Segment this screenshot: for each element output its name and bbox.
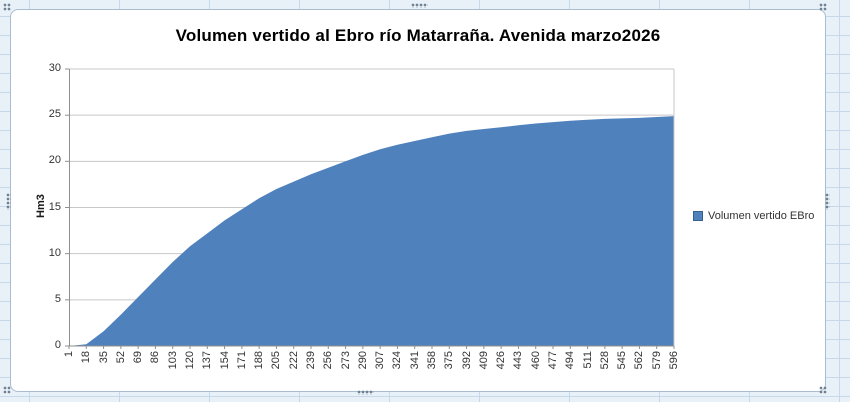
legend[interactable]: Volumen vertido EBro [693,210,814,222]
x-tick-label: 52 [114,351,127,364]
x-tick-label: 137 [201,351,214,370]
x-tick-label: 171 [235,351,248,370]
x-tick-label: 443 [512,351,525,370]
resize-handle-right-middle[interactable] [825,193,830,210]
resize-handle-bottom-left[interactable] [3,386,11,394]
x-tick-label: 154 [218,351,231,370]
x-tick-label: 273 [339,351,352,370]
x-tick-label: 528 [598,351,611,370]
x-tick-label: 477 [547,351,559,370]
x-tick-label: 358 [426,351,438,370]
x-tick-label: 460 [529,351,542,370]
chart-object[interactable]: Volumen vertido al Ebro río Matarraña. A… [10,9,826,392]
chart-title: Volumen vertido al Ebro río Matarraña. A… [175,26,661,45]
x-tick-label: 409 [477,351,490,370]
x-tick-label: 579 [650,351,663,370]
x-tick-label: 256 [322,351,335,370]
x-tick-label: 596 [668,351,680,370]
x-tick-label: 562 [633,351,646,370]
x-tick-label: 341 [408,351,421,370]
x-tick-label: 511 [581,351,594,369]
resize-handle-top-left[interactable] [3,3,11,11]
x-tick-label: 35 [97,351,110,364]
x-tick-label: 375 [443,351,456,370]
resize-handle-bottom-middle[interactable] [357,390,374,395]
x-tick-label: 1 [63,351,75,358]
y-tick-label: 30 [48,62,61,74]
x-tick-label: 103 [166,351,179,370]
x-tick-label: 18 [80,351,93,364]
y-tick-label: 25 [48,108,61,121]
y-tick-label: 5 [54,292,61,305]
x-tick-label: 307 [374,351,387,370]
resize-handle-top-middle[interactable] [411,3,428,8]
resize-handle-top-right[interactable] [819,3,827,11]
x-tick-label: 86 [149,351,162,364]
y-tick-label: 20 [48,154,61,167]
x-tick-label: 69 [132,351,145,364]
x-tick-label: 324 [391,351,404,370]
legend-label: Volumen vertido EBro [708,210,815,222]
x-tick-label: 239 [305,351,317,370]
resize-handle-bottom-right[interactable] [819,386,827,394]
x-tick-label: 290 [356,351,369,370]
x-tick-label: 494 [564,351,577,370]
x-tick-label: 545 [616,351,629,370]
x-tick-label: 120 [184,351,196,370]
y-tick-label: 15 [48,200,61,213]
y-tick-label: 10 [48,246,61,259]
resize-handle-left-middle[interactable] [6,193,11,210]
y-tick-label: 0 [54,339,61,351]
plot-area[interactable] [63,68,676,351]
x-tick-label: 205 [270,351,283,370]
x-tick-label: 188 [253,351,266,370]
x-tick-label: 222 [287,351,300,370]
area-series[interactable] [69,116,674,346]
legend-marker-icon [693,211,703,221]
x-tick-label: 392 [460,351,473,370]
x-tick-label: 426 [495,351,508,370]
